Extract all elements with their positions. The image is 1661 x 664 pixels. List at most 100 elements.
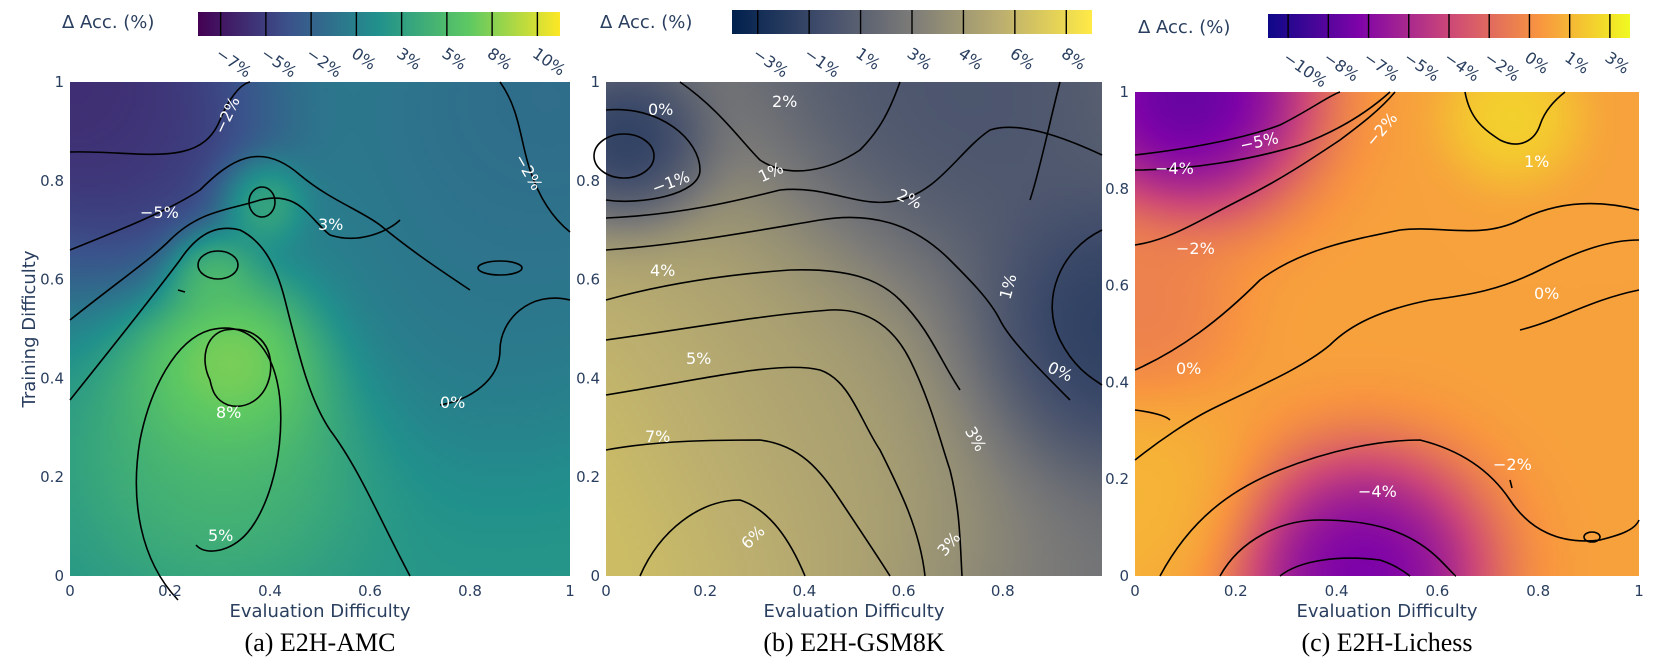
contour-line <box>605 309 963 577</box>
x-tick-label: 0.6 <box>1425 582 1449 600</box>
contour-labels-c: −5% −2% −4% 1% −2% 0% 0% −2% −4% <box>1155 109 1559 501</box>
panel-c: Δ Acc. (%) −10%−8%−7%−5%−4%−2%0% 1% 3% −5%… <box>1105 14 1644 657</box>
y-axis-label-a: Training Difficulty <box>19 250 40 408</box>
contour-label: 0% <box>1534 284 1559 303</box>
heatmap-a <box>70 82 570 576</box>
y-tick-label: 0.2 <box>576 468 600 486</box>
contour-line <box>605 126 1103 219</box>
x-tick-label: 0 <box>65 582 75 600</box>
x-axis-label-c: Evaluation Difficulty <box>1297 601 1478 622</box>
contour-label: −2% <box>1176 239 1215 258</box>
contour-line <box>439 297 571 406</box>
colorbar-tick-label: 6% <box>1007 44 1039 74</box>
contour-label: 3% <box>318 215 343 234</box>
y-tick-label: 0.8 <box>576 172 600 190</box>
contours-b <box>593 81 1103 577</box>
contour-label: −2% <box>1493 455 1532 474</box>
y-tick-label: 0.8 <box>40 172 64 190</box>
contour-label: −4% <box>1155 159 1194 178</box>
contour-line <box>605 108 701 203</box>
colorbar-tick-label: −10% <box>1280 48 1331 92</box>
contour-label: 5% <box>208 526 233 545</box>
contour-label: 0% <box>440 393 465 412</box>
colorbar-tick-label: −7% <box>212 44 255 82</box>
contour-label: 4% <box>650 261 675 280</box>
contour-line <box>1159 439 1640 577</box>
x-tick-label: 0.4 <box>258 582 282 600</box>
contour-label: 0% <box>648 100 673 119</box>
contour-line <box>1134 409 1171 421</box>
colorbar-b: −3% −1% 1% 3% 4% 6% 8% <box>732 10 1092 82</box>
colorbar-tick-label: 1% <box>852 44 884 74</box>
contour-line <box>1134 91 1391 171</box>
axes-a: 0 0.2 0.4 0.6 0.8 1 0 0.2 0.4 0.6 0.8 1 <box>40 73 575 600</box>
colorbar-tick-label: 1% <box>1561 48 1593 78</box>
y-tick-label: 0 <box>1119 567 1129 585</box>
x-axis-label-a: Evaluation Difficulty <box>230 601 411 622</box>
axes-b: 0 0.2 0.4 0.6 0.8 0 0.2 0.4 0.6 0.8 1 <box>576 73 1015 600</box>
contour-label: −5% <box>140 203 179 222</box>
colorbar-a: −7% −5% −2% 0% 3% 5% 8% 10% <box>198 12 569 82</box>
contour-line <box>605 439 891 577</box>
x-tick-label: 0.8 <box>1526 582 1550 600</box>
contour-line <box>69 197 401 321</box>
caption-b: (b) E2H-GSM8K <box>763 628 944 657</box>
contour-line <box>69 227 411 577</box>
colorbar-tick-label: 3% <box>393 44 425 74</box>
colorbar-tick-label: −1% <box>801 44 844 82</box>
contour-label: 1% <box>1524 152 1549 171</box>
y-tick-label: 0.4 <box>576 369 600 387</box>
contour-line <box>69 81 251 156</box>
heatmap-c <box>1135 92 1639 576</box>
contour-label: −4% <box>1358 482 1397 501</box>
colorbar-c: −10%−8%−7%−5%−4%−2%0% 1% 3% <box>1268 14 1633 91</box>
contour-label: 7% <box>645 427 670 446</box>
colorbar-tick-label: 8% <box>1058 44 1090 74</box>
panel-a: Δ Acc. (%) −7% −5% −2% 0% 3% 5% 8% 10% −2% −2% … <box>19 12 575 657</box>
colorbar-b-title: Δ Acc. (%) <box>600 12 692 33</box>
colorbar-gradient <box>198 12 560 36</box>
colorbar-a-title: Δ Acc. (%) <box>62 12 154 33</box>
colorbar-tick-label: 3% <box>1602 48 1634 78</box>
y-tick-label: 0.6 <box>1105 277 1129 295</box>
y-tick-label: 0.6 <box>576 271 600 289</box>
contour-line <box>1279 557 1411 577</box>
x-axis-label-b: Evaluation Difficulty <box>764 601 945 622</box>
x-tick-label: 0.4 <box>792 582 816 600</box>
contour-line <box>477 260 523 276</box>
contour-line <box>1134 91 1396 246</box>
axes-c: 0 0.2 0.4 0.6 0.8 1 0 0.2 0.4 0.6 0.8 1 <box>1105 83 1644 600</box>
colorbar-tick-label: −7% <box>1360 48 1403 86</box>
contour-line <box>1134 91 1341 156</box>
y-tick-label: 1 <box>1119 83 1129 101</box>
colorbar-tick-label: 3% <box>904 44 936 74</box>
caption-c: (c) E2H-Lichess <box>1301 628 1472 657</box>
x-tick-label: 0.4 <box>1325 582 1349 600</box>
contour-line <box>1509 479 1513 489</box>
colorbar-tick-label: 0% <box>1521 48 1553 78</box>
contour-line <box>1519 289 1640 331</box>
y-tick-label: 0.8 <box>1105 180 1129 198</box>
contour-line <box>605 216 1071 401</box>
y-tick-label: 1 <box>590 73 600 91</box>
contour-line <box>1134 202 1640 371</box>
y-tick-label: 0 <box>54 567 64 585</box>
y-tick-label: 1 <box>54 73 64 91</box>
contour-line <box>1029 81 1061 201</box>
colorbar-tick-label: −5% <box>258 44 301 82</box>
colorbar-tick-label: −5% <box>1400 48 1443 86</box>
colorbar-tick-label: 4% <box>955 44 987 74</box>
x-tick-label: 0.6 <box>358 582 382 600</box>
x-tick-label: 1 <box>565 582 575 600</box>
x-tick-label: 0.2 <box>1224 582 1248 600</box>
y-tick-label: 0.4 <box>1105 373 1129 391</box>
contour-line <box>177 289 186 293</box>
contour-line <box>1219 519 1457 577</box>
colorbar-tick-label: −2% <box>1481 48 1524 86</box>
colorbar-tick-label: 0% <box>348 44 380 74</box>
colorbar-tick-label: 10% <box>529 44 569 80</box>
x-tick-label: 0.8 <box>991 582 1015 600</box>
y-tick-label: 0.6 <box>40 271 64 289</box>
colorbar-tick-label: −2% <box>303 44 346 82</box>
